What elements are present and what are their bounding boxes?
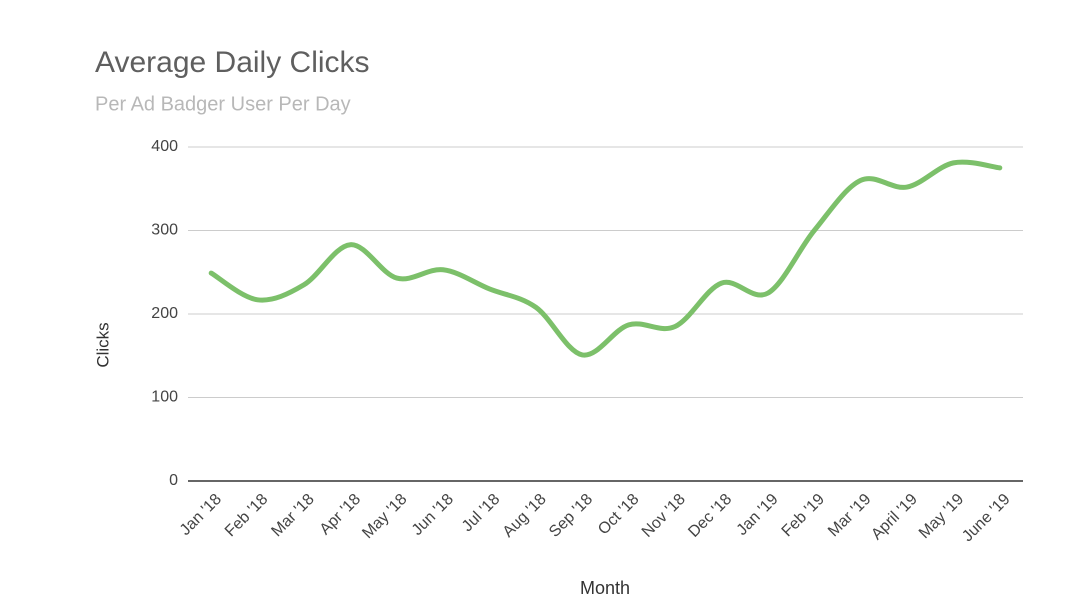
- x-tick-label: Aug '18: [500, 491, 550, 541]
- x-tick-label: Jan '19: [734, 491, 782, 539]
- x-tick-label: Mar '19: [825, 491, 874, 540]
- x-tick-label: Apr '18: [317, 491, 365, 539]
- y-tick-label: 100: [151, 389, 178, 406]
- x-tick-label: Oct '18: [595, 491, 643, 539]
- x-tick-label: April '19: [868, 491, 921, 544]
- x-tick-label: June '19: [959, 491, 1014, 546]
- x-tick-label: Jan '18: [177, 491, 225, 539]
- line: [208, 159, 1003, 358]
- y-axis-label: Clicks: [93, 322, 112, 367]
- x-tick-label: Dec '18: [685, 491, 735, 541]
- x-tick-label: Feb '19: [779, 491, 828, 540]
- x-tick-label: Sep '18: [546, 491, 596, 541]
- y-tick-label: 300: [151, 222, 178, 239]
- x-tick-label: May '18: [359, 491, 410, 542]
- y-tick-label: 0: [169, 472, 178, 489]
- x-tick-label: Feb '18: [222, 491, 271, 540]
- x-tick-label: Jul '18: [459, 491, 503, 535]
- chart-subtitle: Per Ad Badger User Per Day: [95, 93, 351, 115]
- x-tick-label: Nov '18: [639, 491, 689, 541]
- y-tick-label: 400: [151, 138, 178, 155]
- chart-title: Average Daily Clicks: [95, 46, 370, 79]
- x-tick-label: Mar '18: [268, 491, 317, 540]
- x-tick-label: Jun '18: [409, 491, 457, 539]
- x-axis-label: Month: [580, 578, 630, 598]
- y-tick-label: 200: [151, 305, 178, 322]
